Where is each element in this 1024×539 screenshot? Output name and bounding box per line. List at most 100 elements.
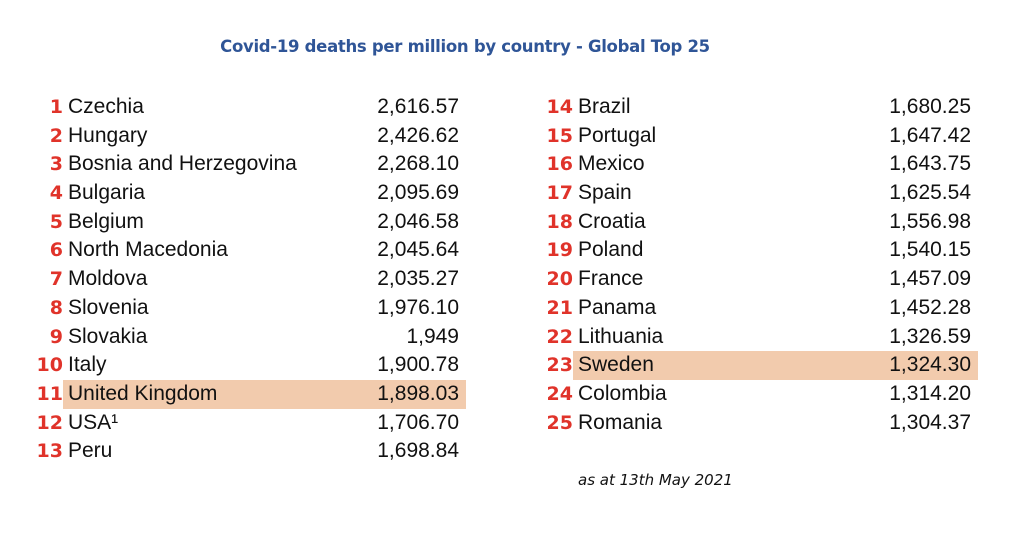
rank-label: 15 — [546, 124, 573, 147]
rank-label: 4 — [49, 182, 63, 205]
deaths-per-million-value: 1,457.09 — [889, 267, 971, 291]
country-name: United Kingdom — [68, 381, 218, 405]
deaths-per-million-value: 1,706.70 — [377, 410, 459, 434]
country-name: Spain — [578, 181, 632, 205]
country-name: Bosnia and Herzegovina — [68, 152, 297, 176]
rank-label: 7 — [49, 268, 63, 291]
deaths-per-million-value: 1,698.84 — [377, 439, 459, 463]
rank-label: 5 — [49, 210, 63, 233]
deaths-per-million-value: 1,452.28 — [889, 295, 971, 319]
country-name: Croatia — [578, 209, 646, 233]
table-row: 6 North Macedonia 2,045.64 — [20, 236, 466, 265]
rank-label: 10 — [36, 354, 63, 377]
deaths-per-million-value: 1,540.15 — [889, 238, 971, 262]
table-row: 9 Slovakia 1,949 — [20, 323, 466, 352]
table-column-right: 14 Brazil 1,680.25 15 Portugal 1,647.42 16 Mexi… — [530, 93, 978, 437]
rank-label: 14 — [546, 96, 573, 118]
country-name: Hungary — [68, 123, 148, 147]
table-row: 3 Bosnia and Herzegovina 2,268.10 — [20, 150, 466, 179]
table-row: 11 United Kingdom 1,898.03 — [20, 379, 466, 409]
rank-label: 18 — [546, 210, 573, 233]
table-row: 16 Mexico 1,643.75 — [530, 150, 978, 179]
deaths-per-million-value: 1,314.20 — [889, 381, 971, 405]
deaths-per-million-value: 2,035.27 — [377, 267, 459, 291]
country-name: Sweden — [578, 353, 654, 377]
table-row: 22 Lithuania 1,326.59 — [530, 323, 978, 352]
rank-label: 2 — [49, 124, 63, 147]
deaths-per-million-value: 1,976.10 — [377, 295, 459, 319]
deaths-per-million-value: 1,556.98 — [889, 209, 971, 233]
rank-label: 21 — [546, 296, 573, 319]
country-name: Mexico — [578, 152, 645, 176]
rank-label: 9 — [49, 325, 63, 348]
country-name: Bulgaria — [68, 181, 146, 205]
table-row: 2 Hungary 2,426.62 — [20, 122, 466, 151]
rank-label: 11 — [36, 382, 63, 405]
deaths-per-million-value: 1,647.42 — [889, 123, 971, 147]
country-name: Colombia — [578, 381, 667, 405]
country-name: Belgium — [68, 209, 144, 233]
rank-label: 25 — [546, 411, 573, 434]
deaths-per-million-value: 2,095.69 — [377, 181, 459, 205]
footnote-date: as at 13th May 2021 — [578, 471, 733, 489]
deaths-per-million-value: 1,304.37 — [889, 410, 971, 434]
rank-label: 17 — [546, 182, 573, 205]
table-row: 7 Moldova 2,035.27 — [20, 265, 466, 294]
table-row: 1 Czechia 2,616.57 — [20, 93, 466, 122]
deaths-per-million-value: 1,625.54 — [889, 181, 971, 205]
country-name: Peru — [68, 439, 113, 463]
rank-label: 23 — [546, 354, 573, 377]
table-row: 18 Croatia 1,556.98 — [530, 208, 978, 237]
table-row: 23 Sweden 1,324.30 — [530, 351, 978, 380]
country-name: USA¹ — [68, 410, 119, 434]
rank-label: 1 — [49, 96, 63, 118]
rank-label: 12 — [36, 411, 63, 434]
table-row: 10 Italy 1,900.78 — [20, 351, 466, 380]
table-row: 4 Bulgaria 2,095.69 — [20, 179, 466, 208]
country-name: Brazil — [578, 95, 631, 118]
deaths-per-million-value: 2,616.57 — [377, 95, 459, 118]
deaths-per-million-value: 1,324.30 — [889, 353, 971, 377]
table-column-left: 1 Czechia 2,616.57 2 Hungary 2,426.62 3 Bosnia … — [20, 93, 466, 466]
table-row: 20 France 1,457.09 — [530, 265, 978, 294]
rank-label: 19 — [546, 239, 573, 262]
deaths-per-million-value: 2,268.10 — [377, 152, 459, 176]
country-name: Lithuania — [578, 324, 664, 348]
table-row: 5 Belgium 2,046.58 — [20, 208, 466, 237]
table-row: 12 USA¹ 1,706.70 — [20, 409, 466, 438]
country-name: Czechia — [68, 95, 144, 118]
table-row: 17 Spain 1,625.54 — [530, 179, 978, 208]
rank-label: 8 — [49, 296, 63, 319]
deaths-per-million-value: 1,898.03 — [377, 381, 459, 405]
table-row: 19 Poland 1,540.15 — [530, 236, 978, 265]
rank-label: 16 — [546, 153, 573, 176]
rank-label: 13 — [36, 440, 63, 463]
deaths-per-million-value: 1,949 — [406, 324, 459, 348]
table-row: 14 Brazil 1,680.25 — [530, 93, 978, 122]
deaths-per-million-value: 1,326.59 — [889, 324, 971, 348]
table-row: 15 Portugal 1,647.42 — [530, 122, 978, 151]
deaths-per-million-value: 1,643.75 — [889, 152, 971, 176]
country-name: Panama — [578, 295, 657, 319]
rank-label: 3 — [49, 153, 63, 176]
country-name: Moldova — [68, 267, 148, 291]
country-name: Portugal — [578, 123, 657, 147]
table-row: 8 Slovenia 1,976.10 — [20, 294, 466, 323]
country-name: North Macedonia — [68, 238, 228, 262]
chart-title: Covid-19 deaths per million by country -… — [220, 37, 710, 56]
deaths-per-million-value: 2,426.62 — [377, 123, 459, 147]
rank-label: 6 — [49, 239, 63, 262]
table-row: 24 Colombia 1,314.20 — [530, 380, 978, 409]
table-row: 25 Romania 1,304.37 — [530, 409, 978, 438]
deaths-per-million-value: 1,900.78 — [377, 353, 459, 377]
country-name: Slovenia — [68, 295, 149, 319]
country-name: Romania — [578, 410, 663, 434]
rank-label: 24 — [546, 382, 573, 405]
deaths-per-million-value: 2,046.58 — [377, 209, 459, 233]
deaths-per-million-value: 1,680.25 — [889, 95, 971, 118]
rank-label: 22 — [546, 325, 573, 348]
table-row: 13 Peru 1,698.84 — [20, 437, 466, 466]
rank-label: 20 — [546, 268, 573, 291]
country-name: France — [578, 267, 644, 291]
country-name: Italy — [68, 353, 107, 377]
